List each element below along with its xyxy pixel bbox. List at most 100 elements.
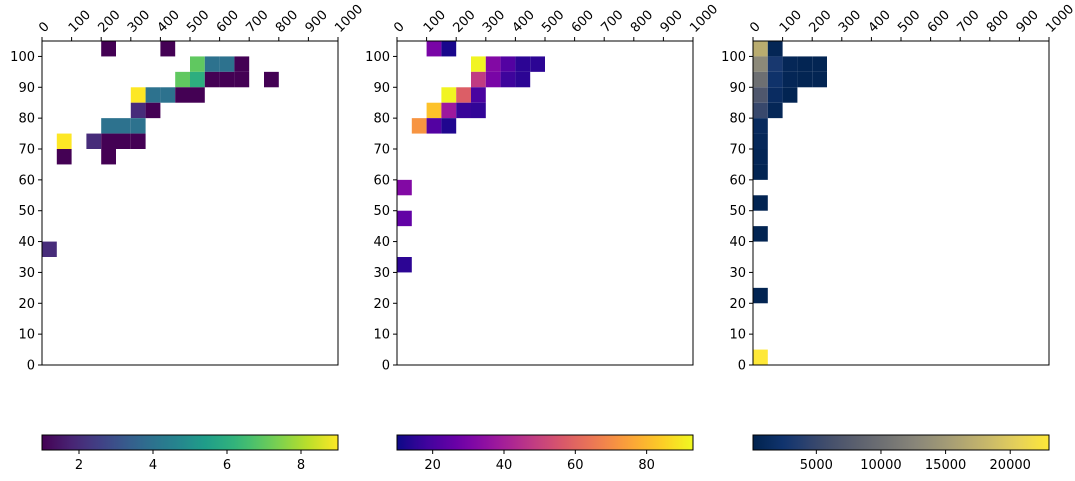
heatmap-cell [56, 149, 72, 165]
heatmap-cell [190, 56, 205, 72]
heatmap-cell [160, 87, 176, 103]
heatmap-panel-2: 0 100 200 300 400 500 600 700 800 900 100001020304… [365, 2, 721, 473]
heatmap-cell [145, 87, 161, 103]
heatmap-cell [130, 102, 146, 119]
heatmap-cell [219, 56, 235, 72]
y-tick-label: 40 [18, 235, 35, 250]
heatmap-cell [753, 118, 768, 134]
x-tick-label: 300 [836, 8, 864, 36]
heatmap-cell [471, 102, 486, 119]
x-tick-label: 600 [214, 8, 242, 36]
heatmap-cell [426, 41, 442, 57]
colorbar-tick-label: 2 [75, 458, 83, 473]
heatmap-cell [767, 87, 783, 103]
x-tick-label: 800 [628, 8, 656, 36]
x-tick-label: 400 [510, 8, 538, 36]
heatmap-cell [145, 102, 161, 119]
x-tick-label: 0 [747, 19, 763, 35]
colorbar [752, 434, 1050, 451]
heatmap-cell [160, 41, 176, 57]
heatmap-cell [485, 56, 501, 72]
heatmap-cell [175, 87, 190, 103]
x-tick-label: 400 [155, 8, 183, 36]
x-tick-label: 900 [303, 8, 331, 36]
heatmap-cell [456, 102, 471, 119]
colorbar-tick-label: 5000 [800, 458, 833, 473]
heatmap-cell [500, 56, 516, 72]
y-tick-label: 50 [18, 204, 35, 219]
colorbar-tick-label: 60 [567, 458, 584, 473]
y-tick-label: 50 [373, 204, 390, 219]
heatmap-cell [441, 118, 457, 134]
heatmap-cell [753, 195, 768, 211]
y-tick-label: 10 [18, 328, 35, 343]
x-tick-label: 800 [984, 8, 1012, 36]
y-tick-label: 20 [373, 297, 390, 312]
x-tick-label: 500 [539, 8, 567, 36]
y-tick-label: 80 [18, 112, 35, 127]
y-tick-label: 90 [729, 81, 746, 96]
y-tick-label: 0 [27, 359, 35, 374]
x-tick-label: 900 [1014, 8, 1042, 36]
heatmap-cell [130, 87, 146, 103]
heatmap-cell [753, 71, 768, 88]
heatmap-cells [753, 41, 827, 365]
heatmap-cell [397, 210, 412, 227]
heatmap-cell [130, 133, 146, 149]
x-tick-label: 900 [658, 8, 686, 36]
heatmap-cell [530, 56, 545, 72]
heatmap-cell [219, 71, 235, 88]
colorbar-tick-label: 4 [149, 458, 157, 473]
heatmap-cell [753, 164, 768, 180]
heatmap-cell [797, 56, 813, 72]
y-tick-label: 100 [365, 50, 390, 65]
heatmap-cell [753, 102, 768, 119]
heatmap-cell [500, 71, 516, 88]
heatmap-cell [264, 71, 279, 88]
x-tick-label: 100 [421, 8, 449, 36]
colorbar-tick-label: 6 [223, 458, 231, 473]
heatmap-cell [515, 56, 531, 72]
x-tick-label: 500 [895, 8, 923, 36]
heatmap-cell [101, 149, 116, 165]
y-tick-label: 90 [373, 81, 390, 96]
x-tick-label: 600 [925, 8, 953, 36]
heatmap-cell [101, 118, 116, 134]
heatmap-panel-1: 0 100 200 300 400 500 600 700 800 900 100001020304… [10, 2, 366, 473]
x-tick-label: 500 [184, 8, 212, 36]
heatmap-cell [515, 71, 531, 88]
heatmap-panel-3: 0 100 200 300 400 500 600 700 800 900 100001020304… [721, 2, 1075, 473]
y-tick-label: 70 [729, 143, 746, 158]
colorbar-tick-label: 20000 [990, 458, 1031, 473]
y-tick-label: 20 [729, 297, 746, 312]
y-tick-label: 60 [18, 173, 35, 188]
x-tick-label: 300 [125, 8, 153, 36]
x-tick-label: 600 [569, 8, 597, 36]
x-tick-label: 700 [243, 8, 271, 36]
colorbar-tick-label: 15000 [925, 458, 966, 473]
heatmap-cells [42, 41, 279, 257]
x-tick-label: 1000 [1043, 2, 1075, 36]
y-tick-label: 80 [729, 112, 746, 127]
heatmap-cell [753, 56, 768, 72]
heatmap-cell [767, 56, 783, 72]
y-tick-label: 100 [10, 50, 35, 65]
heatmap-cell [753, 287, 768, 304]
y-tick-label: 60 [729, 173, 746, 188]
heatmap-cell [485, 71, 501, 88]
heatmap-cell [101, 41, 116, 57]
colorbar [41, 434, 339, 451]
heatmap-cell [234, 56, 250, 72]
heatmap-cell [441, 41, 457, 57]
x-tick-label: 100 [777, 8, 805, 36]
heatmap-cell [753, 87, 768, 103]
y-tick-label: 30 [373, 266, 390, 281]
x-tick-label: 1000 [687, 2, 721, 36]
y-tick-label: 50 [729, 204, 746, 219]
x-tick-label: 300 [480, 8, 508, 36]
heatmap-cell [797, 71, 813, 88]
heatmap-cell [397, 179, 412, 196]
colorbar-tick-label: 8 [297, 458, 305, 473]
x-tick-label: 800 [273, 8, 301, 36]
